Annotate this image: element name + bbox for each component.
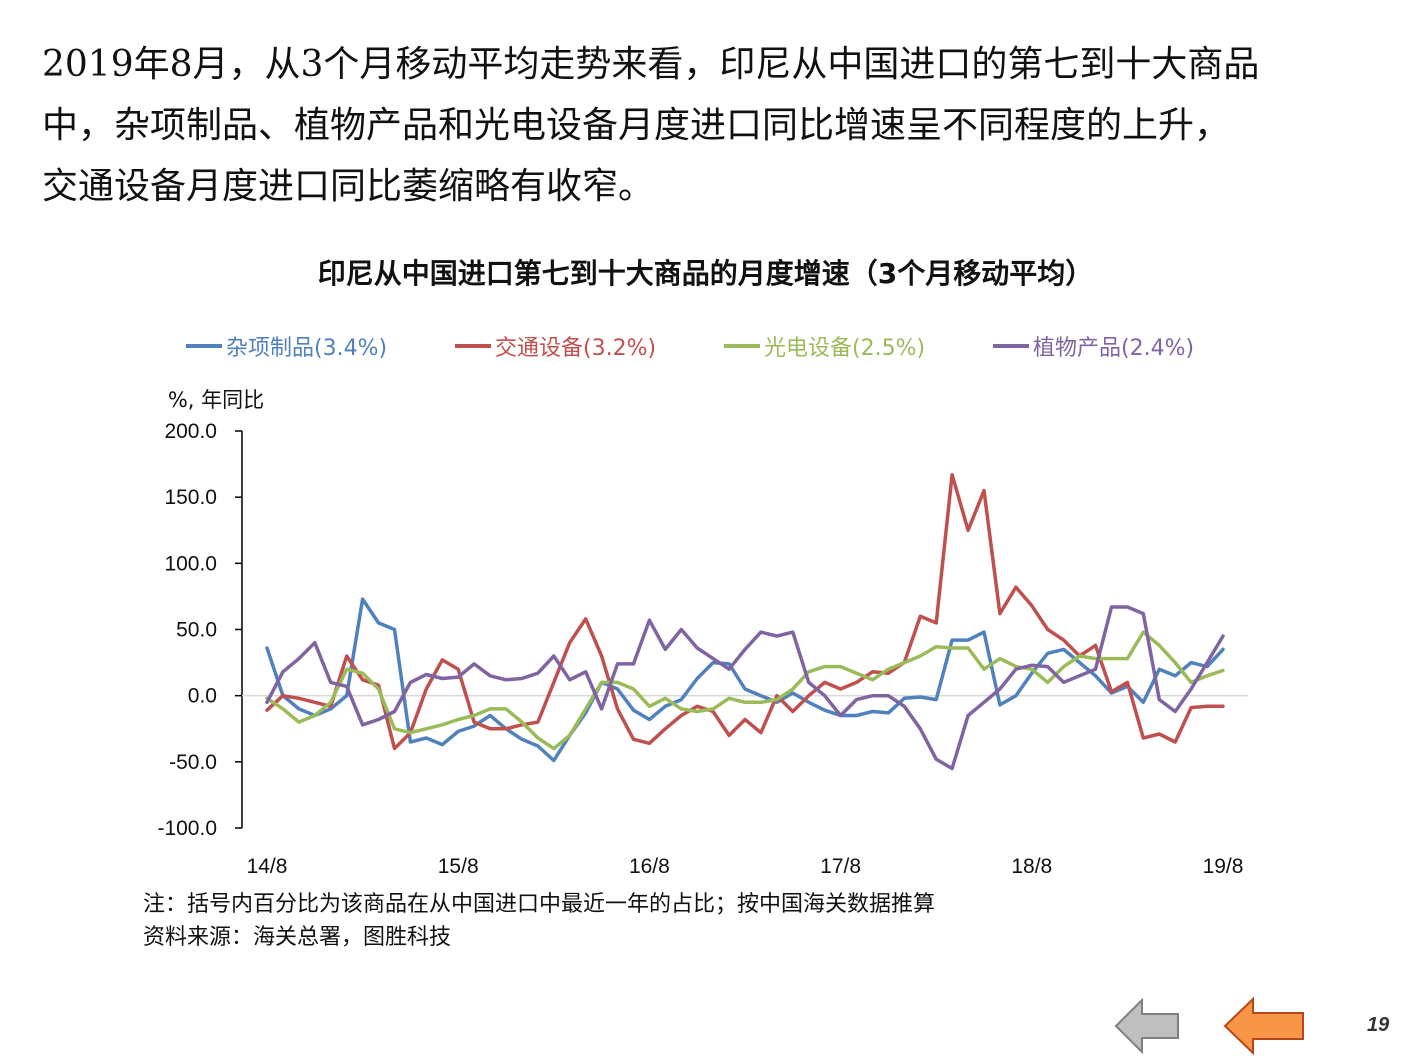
page-number: 19 [1367, 1014, 1390, 1036]
x-tick-label: 14/8 [247, 855, 288, 878]
legend-label-2: 交通设备(3.2%) [495, 336, 657, 361]
y-axis-label: %, 年同比 [168, 388, 264, 412]
y-tick-label: 0.0 [188, 685, 217, 708]
legend-swatch-4 [993, 344, 1029, 348]
y-tick-label: 200.0 [164, 420, 217, 443]
legend-label-1: 杂项制品(3.4%) [226, 336, 388, 361]
chart-legend: 杂项制品(3.4%) 交通设备(3.2%) 光电设备(2.5%) 植物产品(2.… [0, 326, 1411, 366]
line-chart: 200.0 150.0 100.0 50.0 0.0 -50.0 -100.0 %, 年同比 1… [157, 388, 1248, 878]
x-tick-label: 19/8 [1203, 855, 1244, 878]
arrow-left-icon [1114, 997, 1179, 1055]
summary-paragraph: 2019年8月，从3个月移动平均走势来看，印尼从中国进口的第七到十大商品 中，杂… [42, 34, 1382, 217]
series-line-4 [265, 605, 1225, 771]
x-tick-label: 17/8 [820, 855, 861, 878]
x-tick-label: 15/8 [438, 855, 479, 878]
source-line: 资料来源：海关总署，图胜科技 [143, 925, 452, 950]
y-tick-label: 100.0 [164, 552, 217, 575]
legend-item-1: 杂项制品(3.4%) [186, 330, 387, 362]
series-line-3 [265, 630, 1225, 751]
x-tick-label: 16/8 [629, 855, 670, 878]
legend-swatch-1 [186, 344, 222, 348]
series-line-2 [265, 472, 1225, 751]
y-tick-label: -100.0 [157, 817, 217, 840]
summary-line-2: 中，杂项制品、植物产品和光电设备月度进口同比增速呈不同程度的上升， [42, 105, 1231, 146]
legend-swatch-3 [724, 344, 760, 348]
series-line-1 [265, 597, 1225, 763]
note-line: 注：括号内百分比为该商品在从中国进口中最近一年的占比；按中国海关数据推算 [143, 892, 936, 917]
legend-swatch-2 [455, 344, 491, 348]
next-arrow-button[interactable] [1223, 996, 1307, 1056]
summary-line-3: 交通设备月度进口同比萎缩略有收窄。 [42, 166, 655, 207]
y-tick-label: 150.0 [164, 486, 217, 509]
chart-title: 印尼从中国进口第七到十大商品的月度增速（3个月移动平均） [317, 257, 1094, 290]
legend-item-3: 光电设备(2.5%) [724, 330, 925, 362]
chart-notes: 注：括号内百分比为该商品在从中国进口中最近一年的占比；按中国海关数据推算 资料来… [143, 888, 935, 954]
previous-arrow-button[interactable] [1114, 996, 1182, 1056]
y-tick-label: -50.0 [169, 751, 217, 774]
y-tick-label: 50.0 [176, 619, 217, 642]
legend-item-2: 交通设备(3.2%) [455, 330, 656, 362]
arrow-left-icon [1223, 996, 1304, 1056]
legend-item-4: 植物产品(2.4%) [993, 330, 1194, 362]
legend-label-3: 光电设备(2.5%) [764, 336, 926, 361]
x-tick-label: 18/8 [1011, 855, 1052, 878]
summary-line-1: 2019年8月，从3个月移动平均走势来看，印尼从中国进口的第七到十大商品 [42, 44, 1260, 85]
legend-label-4: 植物产品(2.4%) [1033, 336, 1195, 361]
